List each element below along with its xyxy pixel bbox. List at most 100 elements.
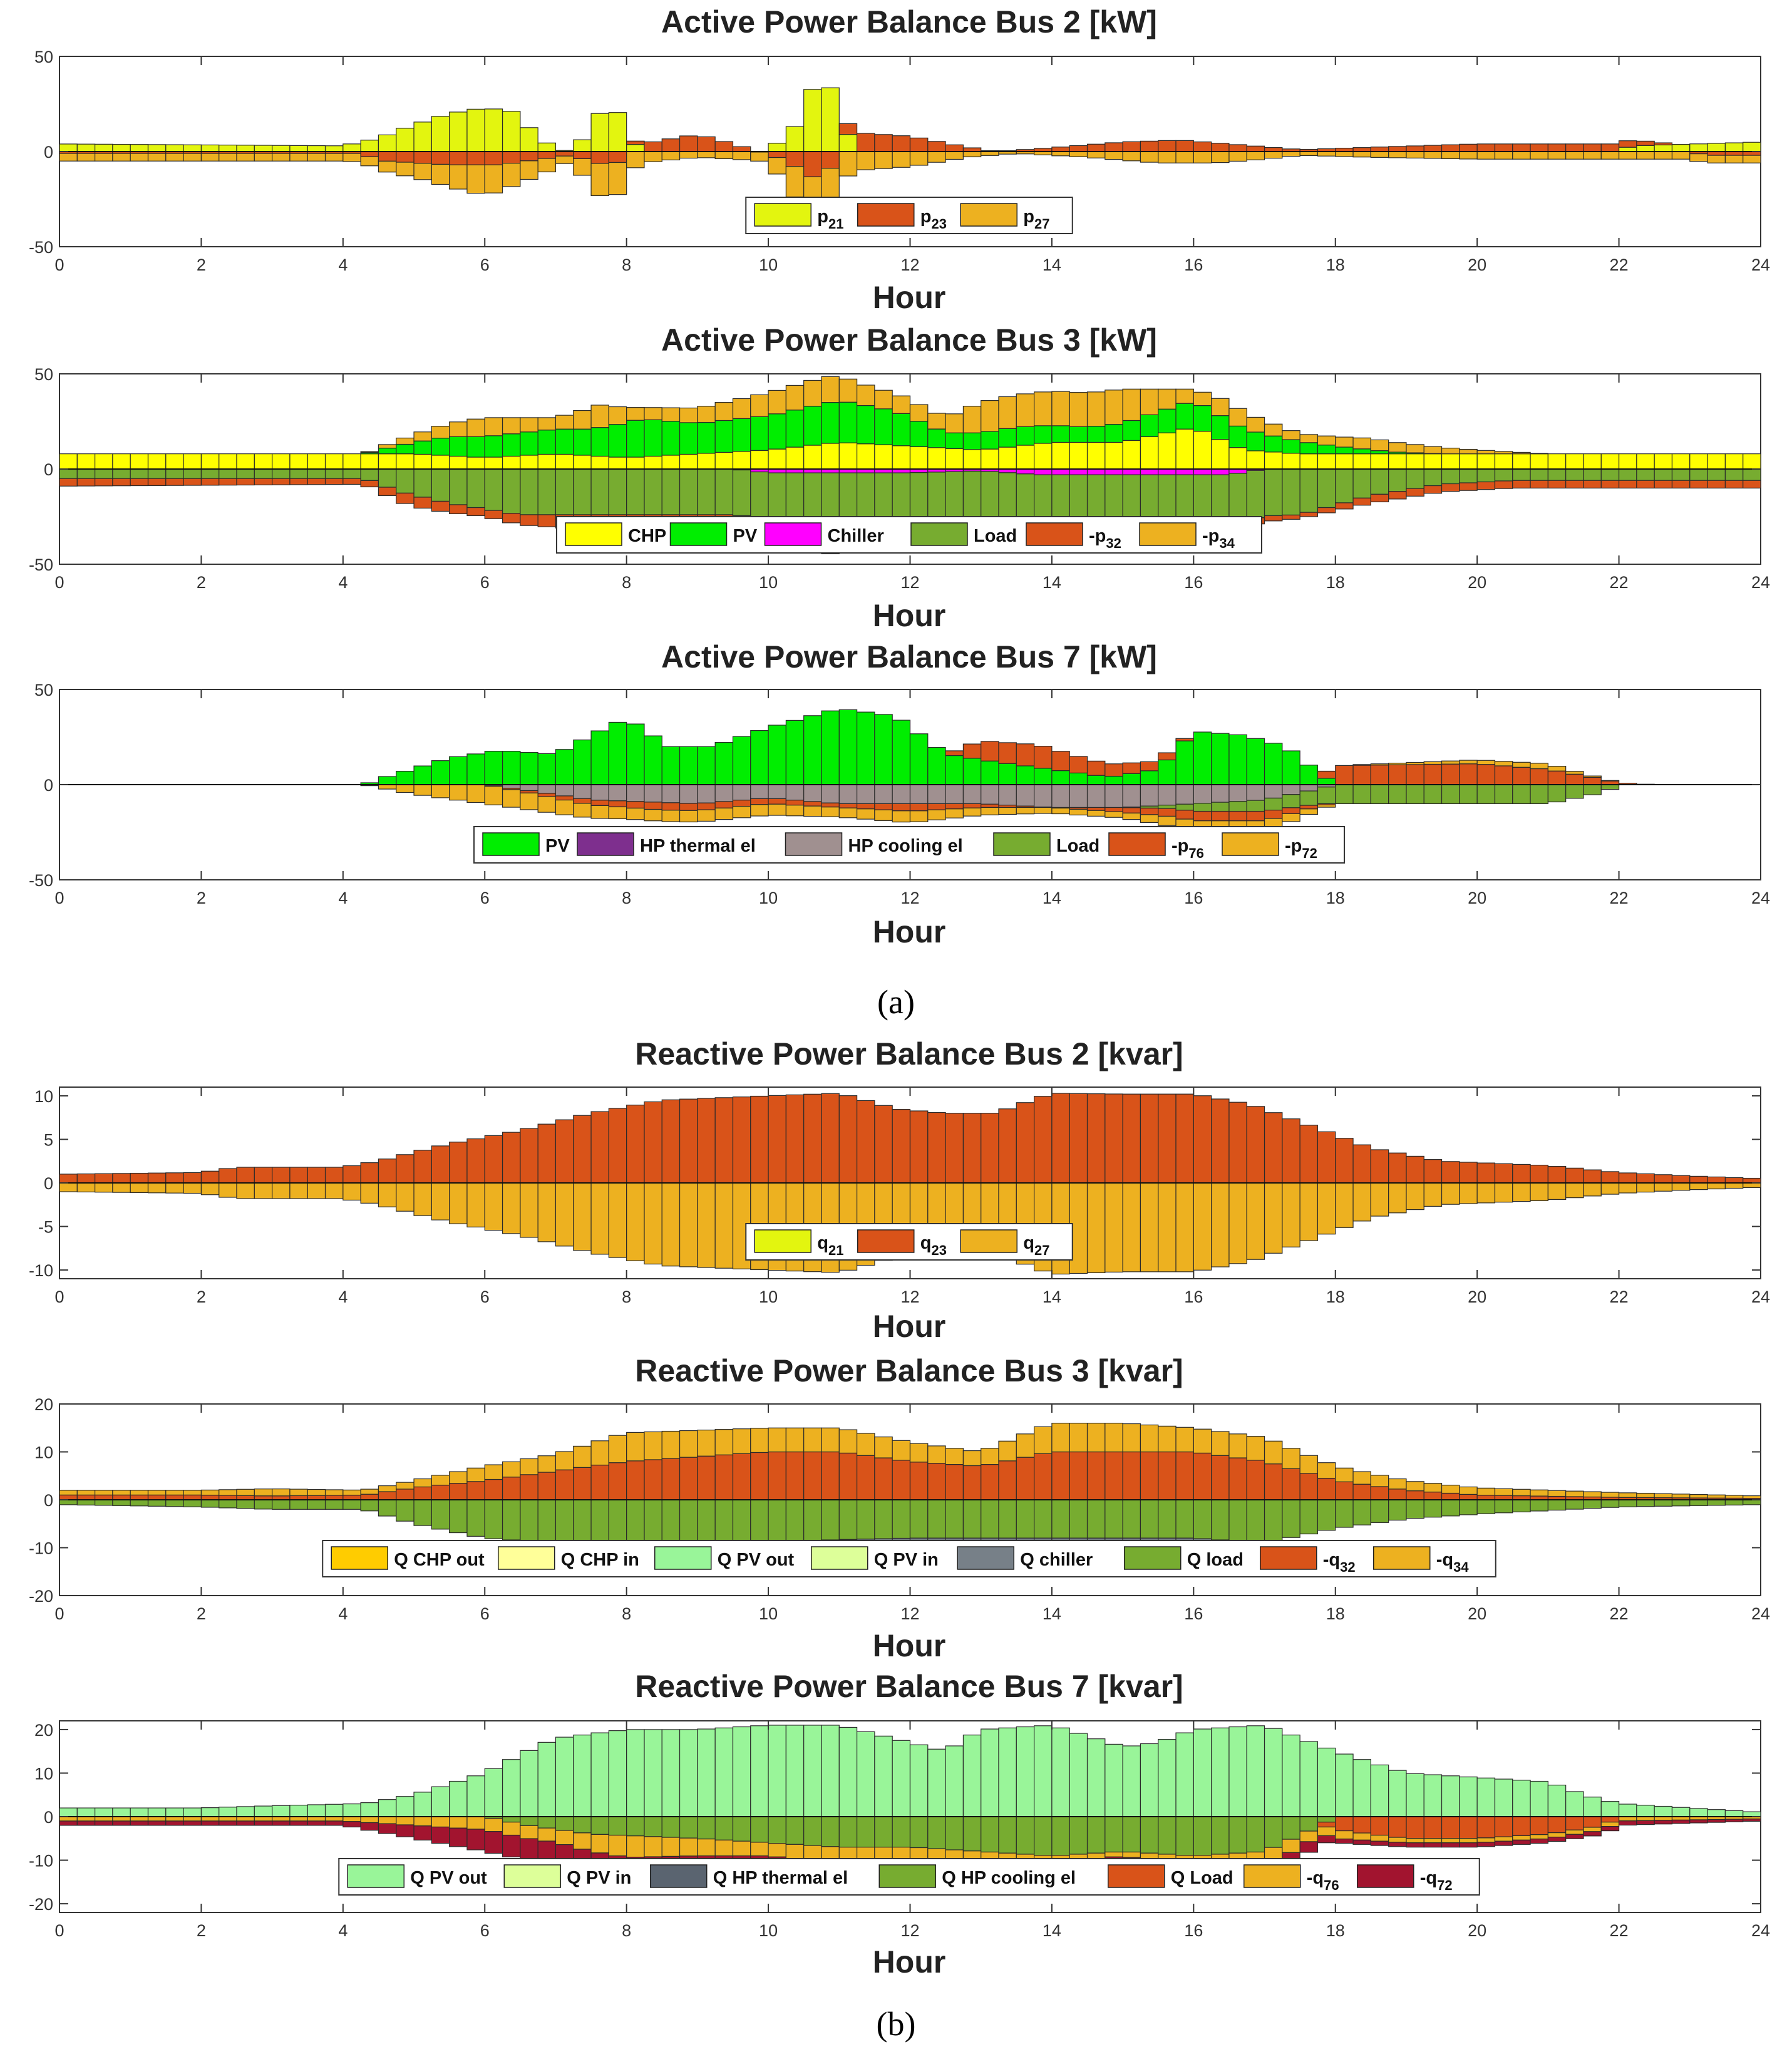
bar--q32-77 xyxy=(1423,1491,1443,1500)
bar--q34-50 xyxy=(945,1448,964,1465)
bar--q32-21 xyxy=(431,1484,450,1500)
bar-q23-6 xyxy=(165,1172,184,1184)
bar--p76-59 xyxy=(1105,807,1123,812)
bar--q32-41 xyxy=(785,1451,805,1500)
x-tick-label: 2 xyxy=(197,1288,206,1306)
bar--q72-23 xyxy=(466,1829,485,1850)
bar--p32-23 xyxy=(466,507,485,517)
bar-q-pv-out-47 xyxy=(892,1740,911,1817)
bar-q-load-18 xyxy=(378,1499,397,1517)
bar--p76-49 xyxy=(927,803,946,810)
bar-chiller-63 xyxy=(1175,468,1194,475)
bar-p27-6 xyxy=(165,153,184,162)
bar--p34-37 xyxy=(714,401,734,421)
bar--q34-37 xyxy=(714,1429,734,1455)
bar-load-44 xyxy=(838,472,858,522)
bar-chp-69 xyxy=(1282,453,1300,470)
chart-panel-4: Reactive Power Balance Bus 2 [kvar]0 2 4 6 8… xyxy=(29,1036,1770,1344)
bar-hp-cooling-el-33 xyxy=(644,784,662,803)
bar-p21-20 xyxy=(413,121,432,152)
bar-q27-80 xyxy=(1476,1182,1496,1204)
bar-q-pv-out-18 xyxy=(378,1799,397,1817)
bar-q-load-64 xyxy=(1193,1499,1212,1539)
bar-load-73 xyxy=(1352,784,1371,804)
bar-q-load-5 xyxy=(147,1499,167,1507)
bar--q34-58 xyxy=(1086,1423,1106,1453)
bar-q-load-62 xyxy=(1158,1499,1177,1539)
bar--p34-26 xyxy=(520,417,538,433)
bar-pv-53 xyxy=(998,763,1017,785)
bar-load-37 xyxy=(714,468,734,515)
bar--q76-81 xyxy=(1494,1836,1513,1842)
bar-p27-37 xyxy=(714,151,734,159)
bar-q-pv-out-40 xyxy=(768,1725,786,1817)
bar-p23-82 xyxy=(1512,143,1531,152)
bar--q34-31 xyxy=(608,1435,627,1463)
bar--q32-70 xyxy=(1299,1473,1319,1500)
bar--p32-91 xyxy=(1671,480,1691,488)
bar-chp-64 xyxy=(1193,431,1212,470)
bar-hp-cooling-el-55 xyxy=(1034,784,1053,808)
bar--p72-60 xyxy=(1122,812,1141,820)
bar-q27-68 xyxy=(1264,1182,1283,1254)
bar-chp-38 xyxy=(732,451,751,470)
bar-chp-45 xyxy=(856,443,875,470)
bar-q-load-72 xyxy=(1335,1499,1354,1528)
bar-q23-40 xyxy=(768,1095,786,1184)
bar-pv-50 xyxy=(945,755,964,785)
bar-chiller-64 xyxy=(1193,468,1212,475)
bar-pv-63 xyxy=(1175,740,1194,785)
legend-label: Q HP cooling el xyxy=(942,1868,1076,1888)
bar-chp-22 xyxy=(449,455,468,470)
bar-pv-59 xyxy=(1105,775,1123,785)
bar-q-hp-cooling-el-64 xyxy=(1193,1816,1212,1856)
bar-pv-64 xyxy=(1193,731,1212,785)
bar-p21-15 xyxy=(324,145,344,152)
bar-q-pv-out-48 xyxy=(909,1744,929,1817)
bar-load-71 xyxy=(1317,468,1336,508)
x-tick-label: 20 xyxy=(1468,1288,1486,1306)
bar--p76-pos--82 xyxy=(1512,766,1531,785)
bar-q-load-2 xyxy=(95,1499,113,1506)
bar--q32-31 xyxy=(608,1462,627,1500)
bar-q23-71 xyxy=(1317,1131,1336,1184)
bar--q76-13 xyxy=(289,1816,308,1822)
bar-chp-17 xyxy=(360,453,379,470)
bar-hp-cooling-el-68 xyxy=(1264,784,1283,799)
bar-q-pv-out-34 xyxy=(661,1729,681,1817)
bar-chp-44 xyxy=(838,442,858,470)
x-tick-label: 20 xyxy=(1468,573,1486,592)
bar--p76-69 xyxy=(1282,807,1300,814)
bar--q32-45 xyxy=(856,1455,875,1500)
bar-load-29 xyxy=(573,468,592,515)
bar-q-pv-out-91 xyxy=(1671,1807,1691,1817)
bar--q32-18 xyxy=(378,1491,397,1500)
legend-label: -q72 xyxy=(1420,1868,1453,1893)
bar-q27-90 xyxy=(1654,1182,1673,1192)
bar--q34-93 xyxy=(1707,1494,1726,1499)
legend-swatch xyxy=(1222,832,1279,856)
bar-load-38 xyxy=(732,469,751,517)
bar-q23-35 xyxy=(679,1098,698,1184)
bar-p27-30 xyxy=(590,163,609,197)
bar-p27-7 xyxy=(183,153,202,162)
bar-chp-79 xyxy=(1459,453,1478,470)
bar-q-pv-out-59 xyxy=(1105,1743,1123,1817)
legend-swatch xyxy=(811,1546,868,1570)
bar--q34-63 xyxy=(1175,1427,1194,1453)
bar--q34-87 xyxy=(1600,1492,1620,1498)
bar-q-load-74 xyxy=(1370,1816,1389,1836)
legend-swatch xyxy=(577,832,634,856)
bar--q76-26 xyxy=(520,1825,538,1839)
bar--p72-44 xyxy=(838,807,858,818)
bar-hp-cooling-el-44 xyxy=(838,784,858,804)
bar-q23-68 xyxy=(1264,1112,1283,1184)
bar--q32-40 xyxy=(768,1451,786,1500)
bar--p76-29 xyxy=(573,798,592,804)
bar--q76-78 xyxy=(1441,1838,1460,1844)
bar--p32-90 xyxy=(1654,480,1673,488)
bar-q23-88 xyxy=(1618,1172,1637,1184)
bar-q-load-80 xyxy=(1476,1816,1496,1839)
bar-pv-35 xyxy=(679,422,698,455)
